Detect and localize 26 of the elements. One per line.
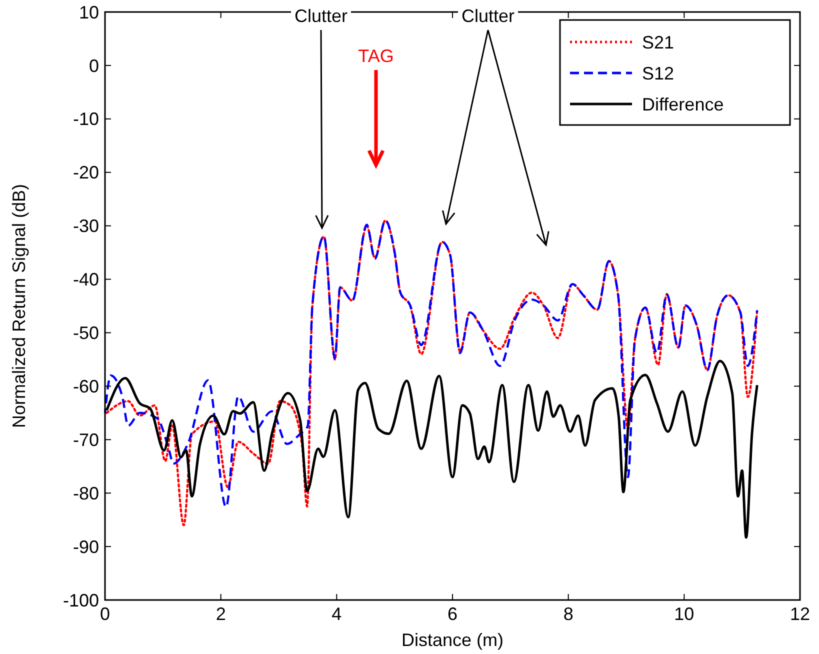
y-axis-title: Normalized Return Signal (dB) — [9, 184, 29, 428]
x-tick-label: 4 — [332, 604, 342, 624]
x-tick-label: 12 — [790, 604, 810, 624]
x-tick-label: 10 — [674, 604, 694, 624]
x-tick-label: 2 — [216, 604, 226, 624]
y-tick-label: -10 — [72, 109, 99, 130]
x-tick-label: 8 — [563, 604, 574, 624]
x-tick-label: 6 — [447, 604, 458, 624]
y-tick-label: -90 — [72, 536, 99, 557]
annotation: Clutter — [461, 6, 515, 26]
legend-label: S21 — [642, 32, 674, 52]
y-tick-label: -50 — [72, 323, 99, 344]
y-tick-label: -30 — [72, 216, 99, 236]
y-tick-label: -20 — [72, 162, 99, 183]
legend-label: Difference — [642, 94, 724, 114]
y-tick-label: -80 — [72, 483, 99, 504]
y-tick-label: -40 — [72, 270, 99, 290]
x-axis-title: Distance (m) — [401, 630, 504, 650]
y-tick-label: -70 — [72, 430, 99, 450]
annotation: Clutter — [294, 6, 348, 26]
annotation: TAG — [358, 46, 394, 66]
y-tick-label: 10 — [78, 2, 99, 22]
y-tick-label: -60 — [72, 376, 99, 396]
y-tick-label: -100 — [62, 590, 99, 610]
y-tick-label: 0 — [88, 56, 99, 76]
legend-label: S12 — [642, 63, 674, 84]
